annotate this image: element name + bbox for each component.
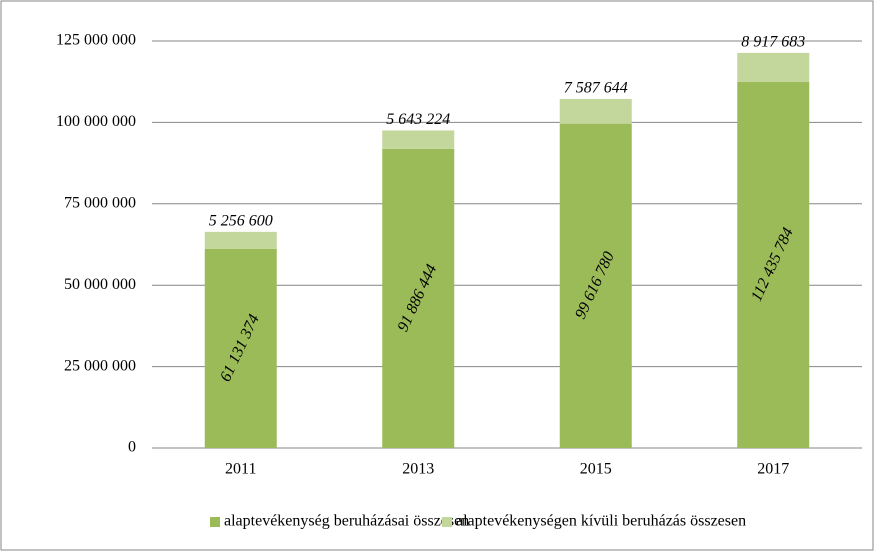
bar-segment [382,148,455,448]
y-tick-label: 50 000 000 [64,276,136,293]
data-label: 8 917 683 [741,34,805,51]
y-tick-label: 100 000 000 [56,113,136,130]
bar-segment [737,52,810,82]
bar-segment [559,123,632,448]
y-tick-label: 125 000 000 [56,32,136,49]
data-label: 5 643 224 [386,111,450,128]
legend-label: alaptevékenység beruházásai összesen [224,513,469,530]
bar-segment [737,81,810,448]
y-tick-label: 25 000 000 [64,357,136,374]
y-tick-label: 75 000 000 [64,194,136,211]
bar-segment [204,231,277,249]
legend-label: alaptevékenységen kívüli beruházás össze… [456,513,746,530]
x-tick-label: 2015 [580,461,612,478]
x-tick-label: 2013 [402,461,434,478]
x-tick-label: 2011 [225,461,256,478]
bar-segment [559,98,632,124]
bar-segment [382,130,455,149]
data-label: 7 587 644 [564,80,628,97]
legend-swatch [442,517,452,527]
x-tick-label: 2017 [757,461,789,478]
bar-segment [204,248,277,448]
y-tick-label: 0 [128,439,136,456]
legend-swatch [210,517,220,527]
data-label: 5 256 600 [209,213,273,230]
